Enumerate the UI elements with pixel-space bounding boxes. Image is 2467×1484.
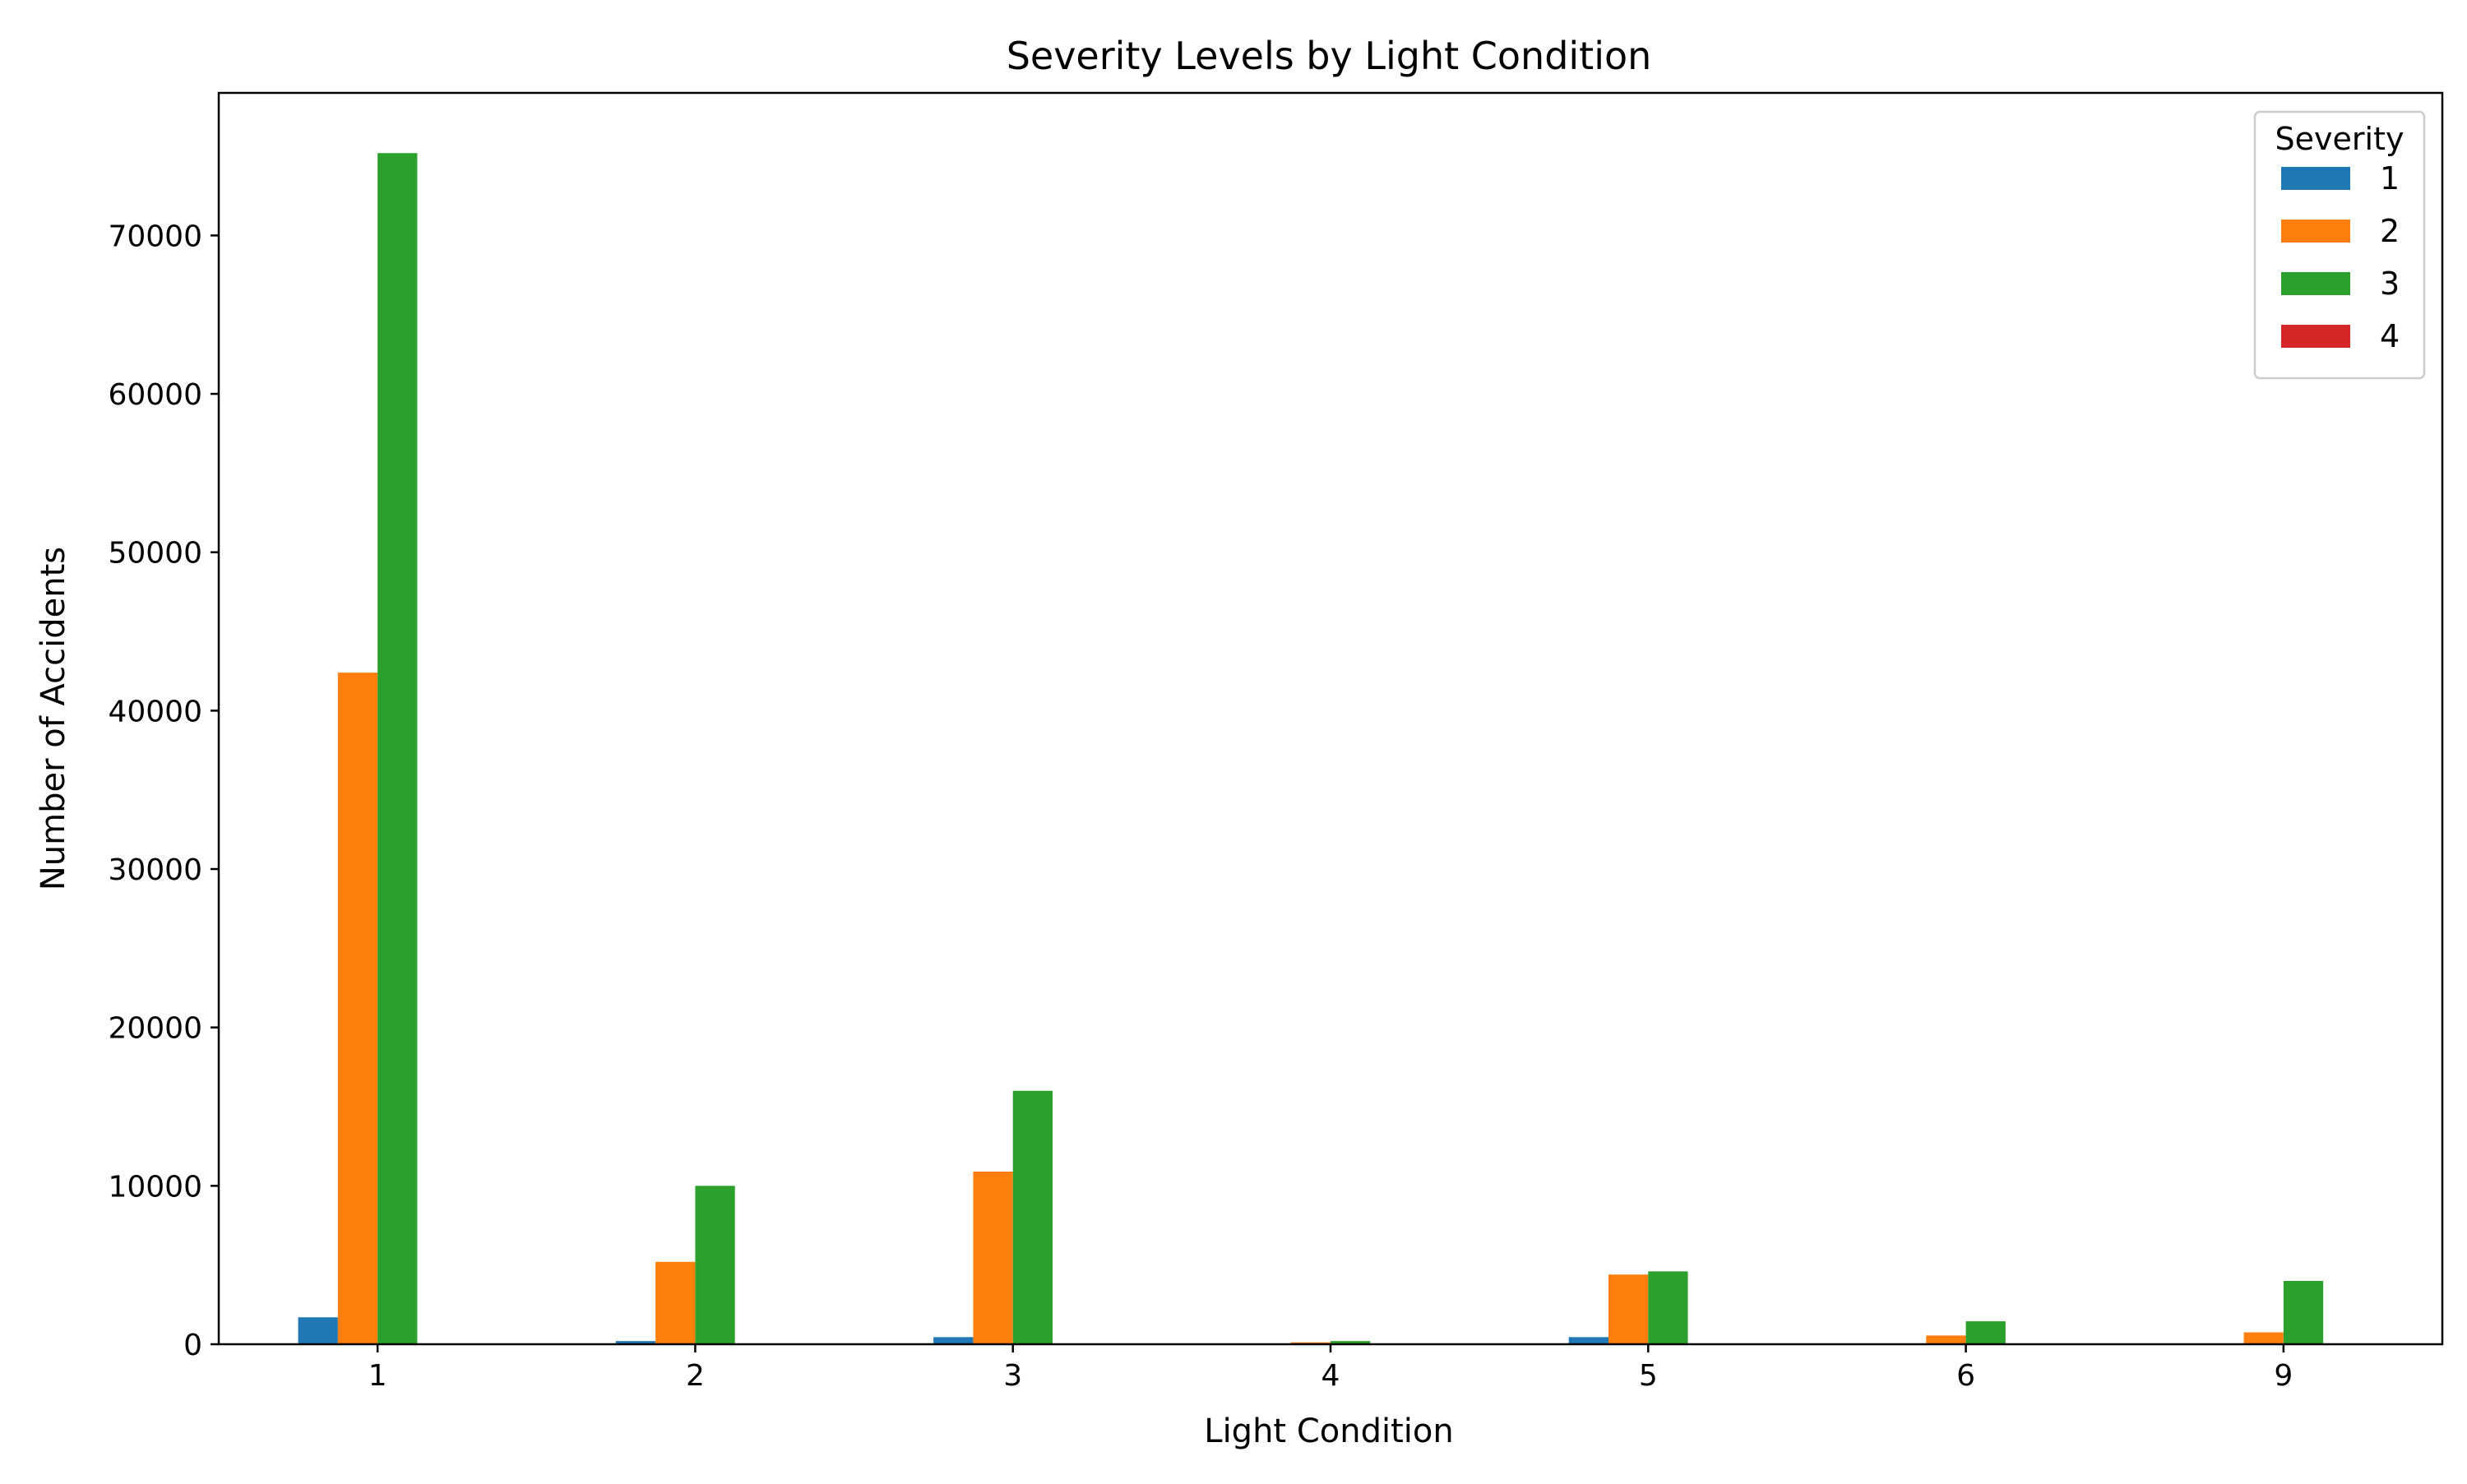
x-tick-label: 4: [1321, 1359, 1340, 1393]
bar-severity-1-light-1: [299, 1317, 338, 1344]
bar-severity-2-light-6: [1926, 1335, 1965, 1344]
legend-label-severity-1: 1: [2380, 160, 2400, 196]
x-tick-label: 5: [1639, 1359, 1658, 1393]
y-tick-label: 50000: [108, 537, 202, 571]
bar-severity-2-light-5: [1608, 1274, 1648, 1344]
legend-swatch-severity-2: [2281, 220, 2350, 243]
bar-severity-3-light-1: [377, 153, 417, 1344]
y-axis-label: Number of Accidents: [35, 547, 72, 890]
y-tick-label: 40000: [108, 695, 202, 728]
legend-swatch-severity-1: [2281, 167, 2350, 190]
legend-label-severity-4: 4: [2380, 318, 2400, 354]
x-axis-label: Light Condition: [1204, 1412, 1453, 1450]
bar-severity-1-light-3: [933, 1337, 973, 1344]
bar-severity-3-light-5: [1648, 1271, 1687, 1344]
x-tick-label: 3: [1003, 1359, 1022, 1393]
bar-severity-3-light-2: [695, 1186, 734, 1344]
bar-severity-3-light-9: [2284, 1281, 2323, 1344]
legend-label-severity-3: 3: [2380, 266, 2400, 302]
bar-severity-3-light-3: [1013, 1091, 1053, 1344]
x-tick-label: 6: [1956, 1359, 1975, 1393]
bar-severity-1-light-5: [1569, 1337, 1608, 1344]
x-tick-label: 1: [368, 1359, 387, 1393]
legend-title: Severity: [2275, 121, 2405, 157]
x-tick-label: 9: [2274, 1359, 2293, 1393]
y-tick-label: 60000: [108, 378, 202, 412]
bar-severity-2-light-1: [338, 673, 377, 1344]
y-tick-label: 10000: [108, 1170, 202, 1204]
y-tick-label: 70000: [108, 220, 202, 253]
bar-severity-2-light-2: [655, 1262, 695, 1344]
bar-severity-2-light-3: [973, 1172, 1012, 1344]
bar-severity-3-light-6: [1966, 1321, 2006, 1344]
y-tick-label: 30000: [108, 853, 202, 887]
x-tick-label: 2: [686, 1359, 705, 1393]
y-tick-label: 0: [183, 1329, 202, 1362]
bar-severity-2-light-9: [2244, 1333, 2284, 1344]
legend-swatch-severity-4: [2281, 325, 2350, 348]
legend-swatch-severity-3: [2281, 272, 2350, 295]
legend: Severity 1 2 3 4: [2255, 112, 2424, 378]
legend-label-severity-2: 2: [2380, 213, 2400, 249]
chart-title: Severity Levels by Light Condition: [1007, 34, 1652, 78]
y-tick-label: 20000: [108, 1012, 202, 1046]
